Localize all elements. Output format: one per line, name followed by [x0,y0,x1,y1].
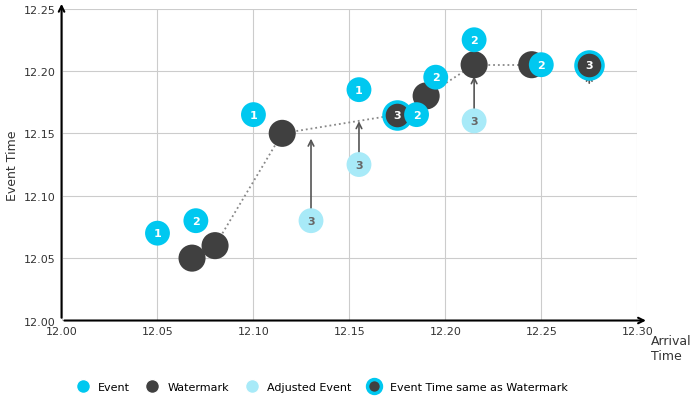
Point [209,243,221,249]
Text: 2: 2 [192,216,200,226]
Text: 2: 2 [432,73,440,83]
Text: 3: 3 [355,160,363,170]
Text: 3: 3 [470,117,478,127]
Point [411,112,422,119]
Point [187,255,198,262]
Text: 1: 1 [355,85,363,95]
Point [248,112,259,119]
Point [468,37,480,44]
Text: 3: 3 [393,110,401,120]
Point [526,62,537,69]
Text: 2: 2 [470,36,478,46]
Point [420,93,432,100]
Point [190,218,201,224]
Text: 3: 3 [307,216,315,226]
Text: Arrival
Time: Arrival Time [651,334,691,363]
Point [152,231,163,237]
Text: 2: 2 [413,110,420,120]
Point [392,112,403,119]
Point [468,62,480,69]
Point [468,118,480,125]
Point [354,162,365,168]
Point [584,62,595,69]
Point [536,62,547,69]
Point [430,75,441,81]
Text: 3: 3 [585,61,593,71]
Point [354,87,365,94]
Text: 1: 1 [154,229,161,239]
Legend: Event, Watermark, Adjusted Event, Event Time same as Watermark: Event, Watermark, Adjusted Event, Event … [67,377,572,396]
Text: 1: 1 [250,110,258,120]
Y-axis label: Event Time: Event Time [6,130,19,200]
Point [276,131,287,137]
Point [306,218,317,224]
Text: 2: 2 [537,61,545,71]
Point [392,112,403,119]
